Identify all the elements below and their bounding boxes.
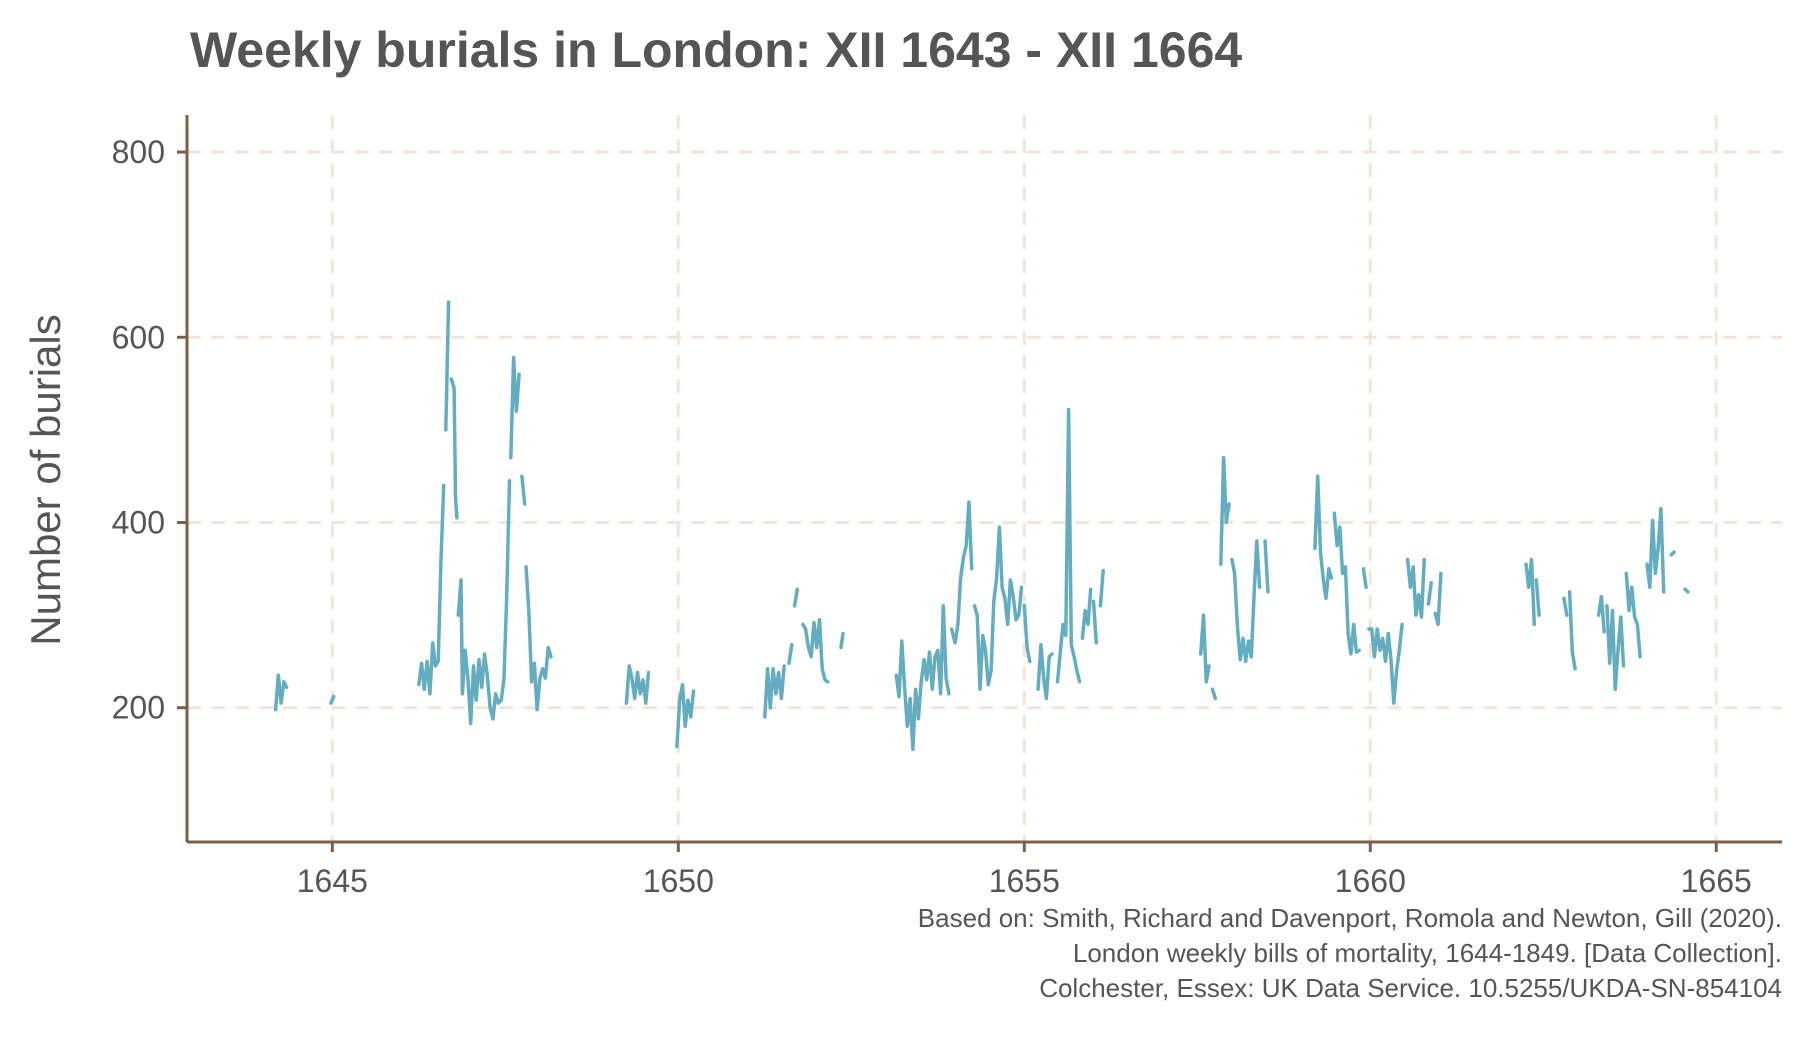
- series-segment: [273, 673, 289, 712]
- series-segment: [329, 694, 336, 705]
- series-segment: [1433, 571, 1443, 627]
- x-tick-label: 1660: [1335, 863, 1406, 899]
- series-segment: [1230, 539, 1262, 664]
- x-tick-label: 1645: [297, 863, 368, 899]
- series-segment: [1669, 550, 1676, 557]
- caption-line-1: Based on: Smith, Richard and Davenport, …: [918, 903, 1782, 933]
- series-segment: [949, 500, 974, 645]
- chart-title: Weekly burials in London: XII 1643 - XII…: [190, 22, 1242, 78]
- series-segment: [1091, 599, 1099, 645]
- series-segment: [1022, 604, 1032, 664]
- series-segment: [1605, 604, 1626, 691]
- series-segment: [1198, 613, 1211, 684]
- series-segment: [1055, 407, 1082, 684]
- y-tick-label: 600: [112, 319, 165, 355]
- series-segment: [801, 617, 830, 684]
- series-segment: [1567, 590, 1577, 671]
- y-tick-label: 200: [112, 690, 165, 726]
- series-segment: [894, 604, 951, 752]
- x-tick-label: 1655: [989, 863, 1060, 899]
- series-segment: [1683, 587, 1690, 594]
- caption: Based on: Smith, Richard and Davenport, …: [918, 903, 1782, 1003]
- x-tick-label: 1650: [643, 863, 714, 899]
- y-tick-label: 400: [112, 504, 165, 540]
- y-tick-label: 800: [112, 134, 165, 170]
- series-segment: [787, 642, 794, 666]
- series-line: [273, 300, 1690, 752]
- series-segment: [1534, 578, 1541, 617]
- tick-labels: 1645 1650 1655 1660 1665 200 400 600 800: [112, 134, 1752, 899]
- series-segment: [1080, 587, 1093, 641]
- series-segment: [839, 631, 845, 650]
- series-segment: [1367, 622, 1404, 705]
- grid: [187, 115, 1782, 842]
- series-segment: [1562, 596, 1569, 617]
- series-segment: [1210, 687, 1218, 701]
- series-segment: [1361, 567, 1368, 590]
- series-segment: [509, 355, 521, 460]
- series-segment: [1332, 511, 1361, 656]
- series-segment: [792, 587, 800, 608]
- series-segment: [1219, 455, 1231, 566]
- series-segment: [1645, 506, 1666, 594]
- series-segment: [417, 483, 446, 696]
- series-segment: [1098, 568, 1105, 608]
- series-segment: [456, 479, 512, 726]
- series-segment: [1036, 642, 1054, 701]
- caption-line-3: Colchester, Essex: UK Data Service. 10.5…: [1039, 973, 1782, 1003]
- x-tick-label: 1665: [1681, 863, 1752, 899]
- series-segment: [449, 377, 459, 520]
- series-segment: [624, 664, 651, 705]
- series-segment: [1524, 557, 1537, 627]
- caption-line-2: London weekly bills of mortality, 1644-1…: [1073, 938, 1782, 968]
- series-segment: [763, 664, 786, 719]
- series-segment: [1624, 571, 1642, 659]
- series-segment: [1426, 580, 1433, 606]
- series-segment: [675, 682, 696, 749]
- series-segment: [1313, 474, 1334, 601]
- y-axis-label: Number of burials: [22, 314, 69, 645]
- axes: [177, 115, 1782, 852]
- series-segment: [972, 525, 1024, 691]
- series-segment: [1263, 539, 1270, 594]
- series-segment: [1405, 557, 1426, 619]
- series-segment: [444, 300, 451, 432]
- series-segment: [520, 474, 527, 506]
- series-segment: [524, 565, 553, 712]
- series-segment: [1596, 594, 1606, 634]
